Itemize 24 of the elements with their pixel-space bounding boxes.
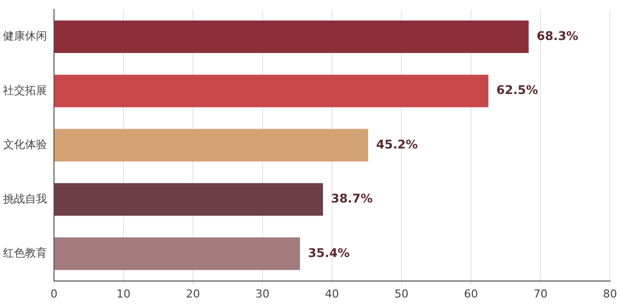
bar [54, 128, 368, 162]
y-tick-label: 社交拓展 [3, 84, 47, 97]
x-tick-label: 20 [186, 287, 200, 300]
data-label: 68.3% [536, 28, 578, 43]
bar [54, 74, 488, 108]
data-label: 62.5% [496, 83, 538, 98]
x-tick-label: 80 [603, 287, 617, 300]
y-tick-label: 挑战自我 [3, 192, 47, 206]
x-tick-label: 50 [394, 287, 408, 300]
data-label: 38.7% [330, 192, 373, 206]
x-tick-label: 60 [464, 287, 478, 300]
x-tick-label: 10 [116, 287, 130, 300]
x-tick-label: 0 [50, 287, 58, 300]
y-tick-label: 健康休闲 [3, 30, 47, 43]
y-tick-label: 文化体验 [3, 138, 47, 152]
bar [54, 20, 529, 53]
data-label: 35.4% [308, 246, 350, 260]
y-tick-label: 红色教育 [3, 246, 47, 260]
x-tick-label: 40 [325, 287, 339, 300]
bar [54, 183, 323, 216]
x-tick-label: 70 [534, 287, 548, 300]
bar [54, 237, 300, 270]
data-label: 45.2% [376, 137, 418, 152]
x-tick-label: 30 [256, 287, 270, 300]
